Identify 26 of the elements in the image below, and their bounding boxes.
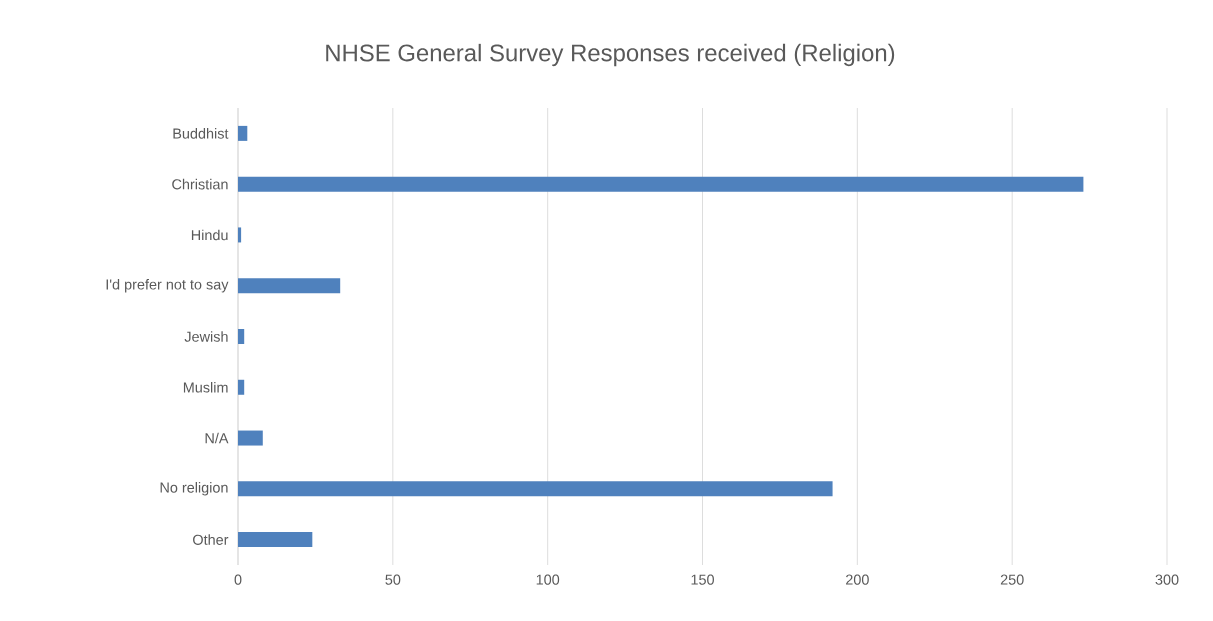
y-tick-label: Christian [172, 178, 228, 190]
bar [238, 430, 263, 446]
chart-title: NHSE General Survey Responses received (Religion) [326, 43, 895, 67]
bar [238, 328, 245, 344]
bar [238, 125, 248, 141]
bar [238, 532, 313, 548]
x-tick-label: 50 [385, 574, 401, 585]
y-tick-label: Jewish [184, 331, 228, 342]
bar [238, 278, 341, 294]
bar [238, 227, 242, 243]
y-tick-label: I'd prefer not to say [106, 278, 229, 293]
y-tick-label: No religion [160, 482, 228, 496]
x-tick-label: 300 [1155, 574, 1179, 585]
bar [238, 481, 833, 497]
y-tick-label: N/A [205, 432, 229, 444]
x-tick-label: 200 [846, 574, 869, 585]
x-tick-label: 250 [1000, 574, 1024, 585]
x-tick-label: 150 [691, 574, 714, 585]
y-tick-label: Hindu [191, 229, 228, 241]
y-tick-label: Buddhist [173, 128, 229, 139]
x-tick-label: 0 [234, 574, 242, 585]
bar [238, 176, 1084, 192]
bar [238, 379, 245, 395]
y-tick-label: Other [193, 534, 229, 545]
y-tick-label: Muslim [183, 381, 228, 393]
x-tick-label: 100 [536, 574, 560, 585]
